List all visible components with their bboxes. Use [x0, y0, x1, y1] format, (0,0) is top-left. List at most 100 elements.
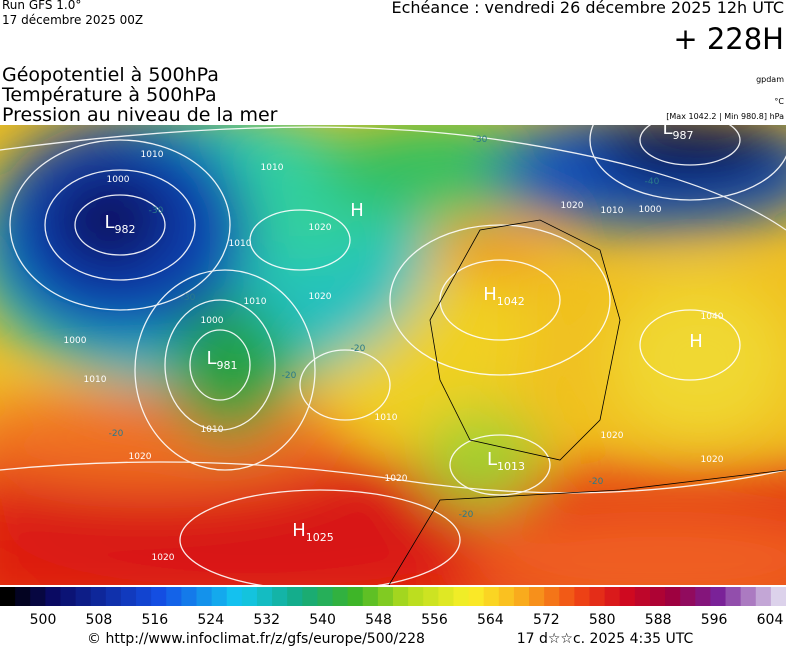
- colorbar-swatch: [438, 587, 454, 606]
- colorbar-swatch: [468, 587, 485, 606]
- temperature-label: -40: [645, 177, 660, 187]
- colorbar-swatch: [15, 587, 31, 606]
- center-letter: H: [292, 520, 306, 541]
- isobar-label: 1000: [639, 205, 662, 215]
- unit: °C: [774, 97, 784, 106]
- colorbar-swatch: [45, 587, 61, 606]
- colorbar-label: 508: [86, 612, 113, 628]
- colorbar-swatch: [529, 587, 545, 606]
- colorbar-label: 556: [421, 612, 448, 628]
- colorbar-swatch: [423, 587, 439, 606]
- colorbar-swatch: [725, 587, 742, 606]
- title: Pression au niveau de la mer: [2, 104, 278, 126]
- colorbar-swatch: [649, 587, 666, 606]
- colorbar-swatch: [740, 587, 757, 606]
- colorbar-swatch: [634, 587, 651, 606]
- colorbar-swatch: [75, 587, 92, 606]
- isobar-label: 1010: [229, 239, 252, 249]
- center-letter: L: [662, 118, 672, 139]
- colorbar-swatch: [680, 587, 696, 606]
- center-value: 981: [217, 359, 238, 372]
- pressure-center: L982: [104, 212, 135, 236]
- colorbar-swatch: [181, 587, 197, 606]
- center-value: 982: [115, 223, 136, 236]
- colorbar-swatch: [30, 587, 46, 606]
- isobar-label: 1010: [244, 297, 267, 307]
- colorbar-swatch: [241, 587, 258, 606]
- colorbar-swatch: [544, 587, 560, 606]
- isobar-label: 1000: [201, 316, 224, 326]
- isobar-label: 1020: [601, 431, 624, 441]
- colorbar-swatch: [755, 587, 772, 606]
- isobar-label: 1010: [375, 413, 398, 423]
- center-value: 1025: [306, 531, 334, 544]
- colorbar-label: 596: [701, 612, 728, 628]
- title: Température à 500hPa: [1, 84, 217, 106]
- isobar-label: 1020: [309, 223, 332, 233]
- colorbar-swatch: [574, 587, 590, 606]
- colorbar-swatch: [695, 587, 711, 606]
- colorbar-swatch: [272, 587, 288, 606]
- colorbar-label: 540: [309, 612, 336, 628]
- colorbar-swatch: [226, 587, 243, 606]
- colorbar-swatch: [483, 587, 500, 606]
- colorbar-label: 572: [533, 612, 560, 628]
- colorbar-label: 516: [141, 612, 168, 628]
- isobar-label: 1020: [385, 474, 408, 484]
- colorbar-swatch: [377, 587, 394, 606]
- colorbar-label: 548: [365, 612, 392, 628]
- pressure-center: H1042: [483, 284, 525, 308]
- center-value: 987: [673, 129, 694, 142]
- colorbar-label: 580: [589, 612, 616, 628]
- isobar-label: 1020: [561, 201, 584, 211]
- title: Géopotentiel à 500hPa: [2, 64, 219, 86]
- pressure-center: H: [350, 200, 364, 221]
- colorbar-swatch: [453, 587, 470, 606]
- colorbar-swatch: [710, 587, 727, 606]
- center-letter: L: [206, 348, 216, 369]
- temperature-label: -20: [589, 477, 604, 487]
- temperature-label: -20: [351, 344, 366, 354]
- colorbar-swatch: [136, 587, 152, 606]
- colorbar-label: 604: [757, 612, 784, 628]
- isobar-label: 1000: [107, 175, 130, 185]
- colorbar-swatch: [347, 587, 364, 606]
- colorbar-label: 524: [197, 612, 224, 628]
- colorbar-swatch: [770, 587, 786, 606]
- center-value: 1013: [497, 460, 525, 473]
- isobar-label: 1020: [152, 553, 175, 563]
- colorbar-swatch: [0, 587, 16, 606]
- colorbar-swatch: [619, 587, 636, 606]
- center-letter: H: [689, 331, 703, 352]
- pressure-center: H: [689, 331, 703, 352]
- colorbar-swatch: [317, 587, 334, 606]
- pressure-center: H1025: [292, 520, 334, 544]
- isobar-label: 1020: [309, 292, 332, 302]
- temperature-label: -20: [109, 429, 124, 439]
- isobar-label: 1040: [701, 312, 724, 322]
- unit: [Max 1042.2 | Min 980.8] hPa: [666, 112, 784, 121]
- colorbar-swatch: [196, 587, 213, 606]
- pressure-center: L981: [206, 348, 237, 372]
- temperature-label: -30: [149, 206, 164, 216]
- pressure-center: L987: [662, 118, 693, 142]
- colorbar-swatch: [408, 587, 424, 606]
- colorbar-swatch: [513, 587, 530, 606]
- temperature-label: -30: [473, 135, 488, 145]
- colorbar-swatch: [90, 587, 107, 606]
- colorbar-label: 564: [477, 612, 504, 628]
- center-value: 1042: [497, 295, 525, 308]
- colorbar-swatch: [498, 587, 515, 606]
- generated: 17 d☆☆c. 2025 4:35 UTC: [517, 631, 694, 647]
- isobar-label: 1020: [129, 452, 152, 462]
- isobar-label: 1020: [701, 455, 724, 465]
- run-date: 17 décembre 2025 00Z: [2, 13, 143, 27]
- colorbar-swatch: [105, 587, 122, 606]
- pressure-center: L1013: [487, 449, 525, 473]
- colorbar-swatch: [166, 587, 182, 606]
- colorbar-swatch: [120, 587, 137, 606]
- colorbar-label: 500: [30, 612, 57, 628]
- isobar-label: 1010: [261, 163, 284, 173]
- source: © http://www.infoclimat.fr/z/gfs/europe/…: [87, 631, 425, 647]
